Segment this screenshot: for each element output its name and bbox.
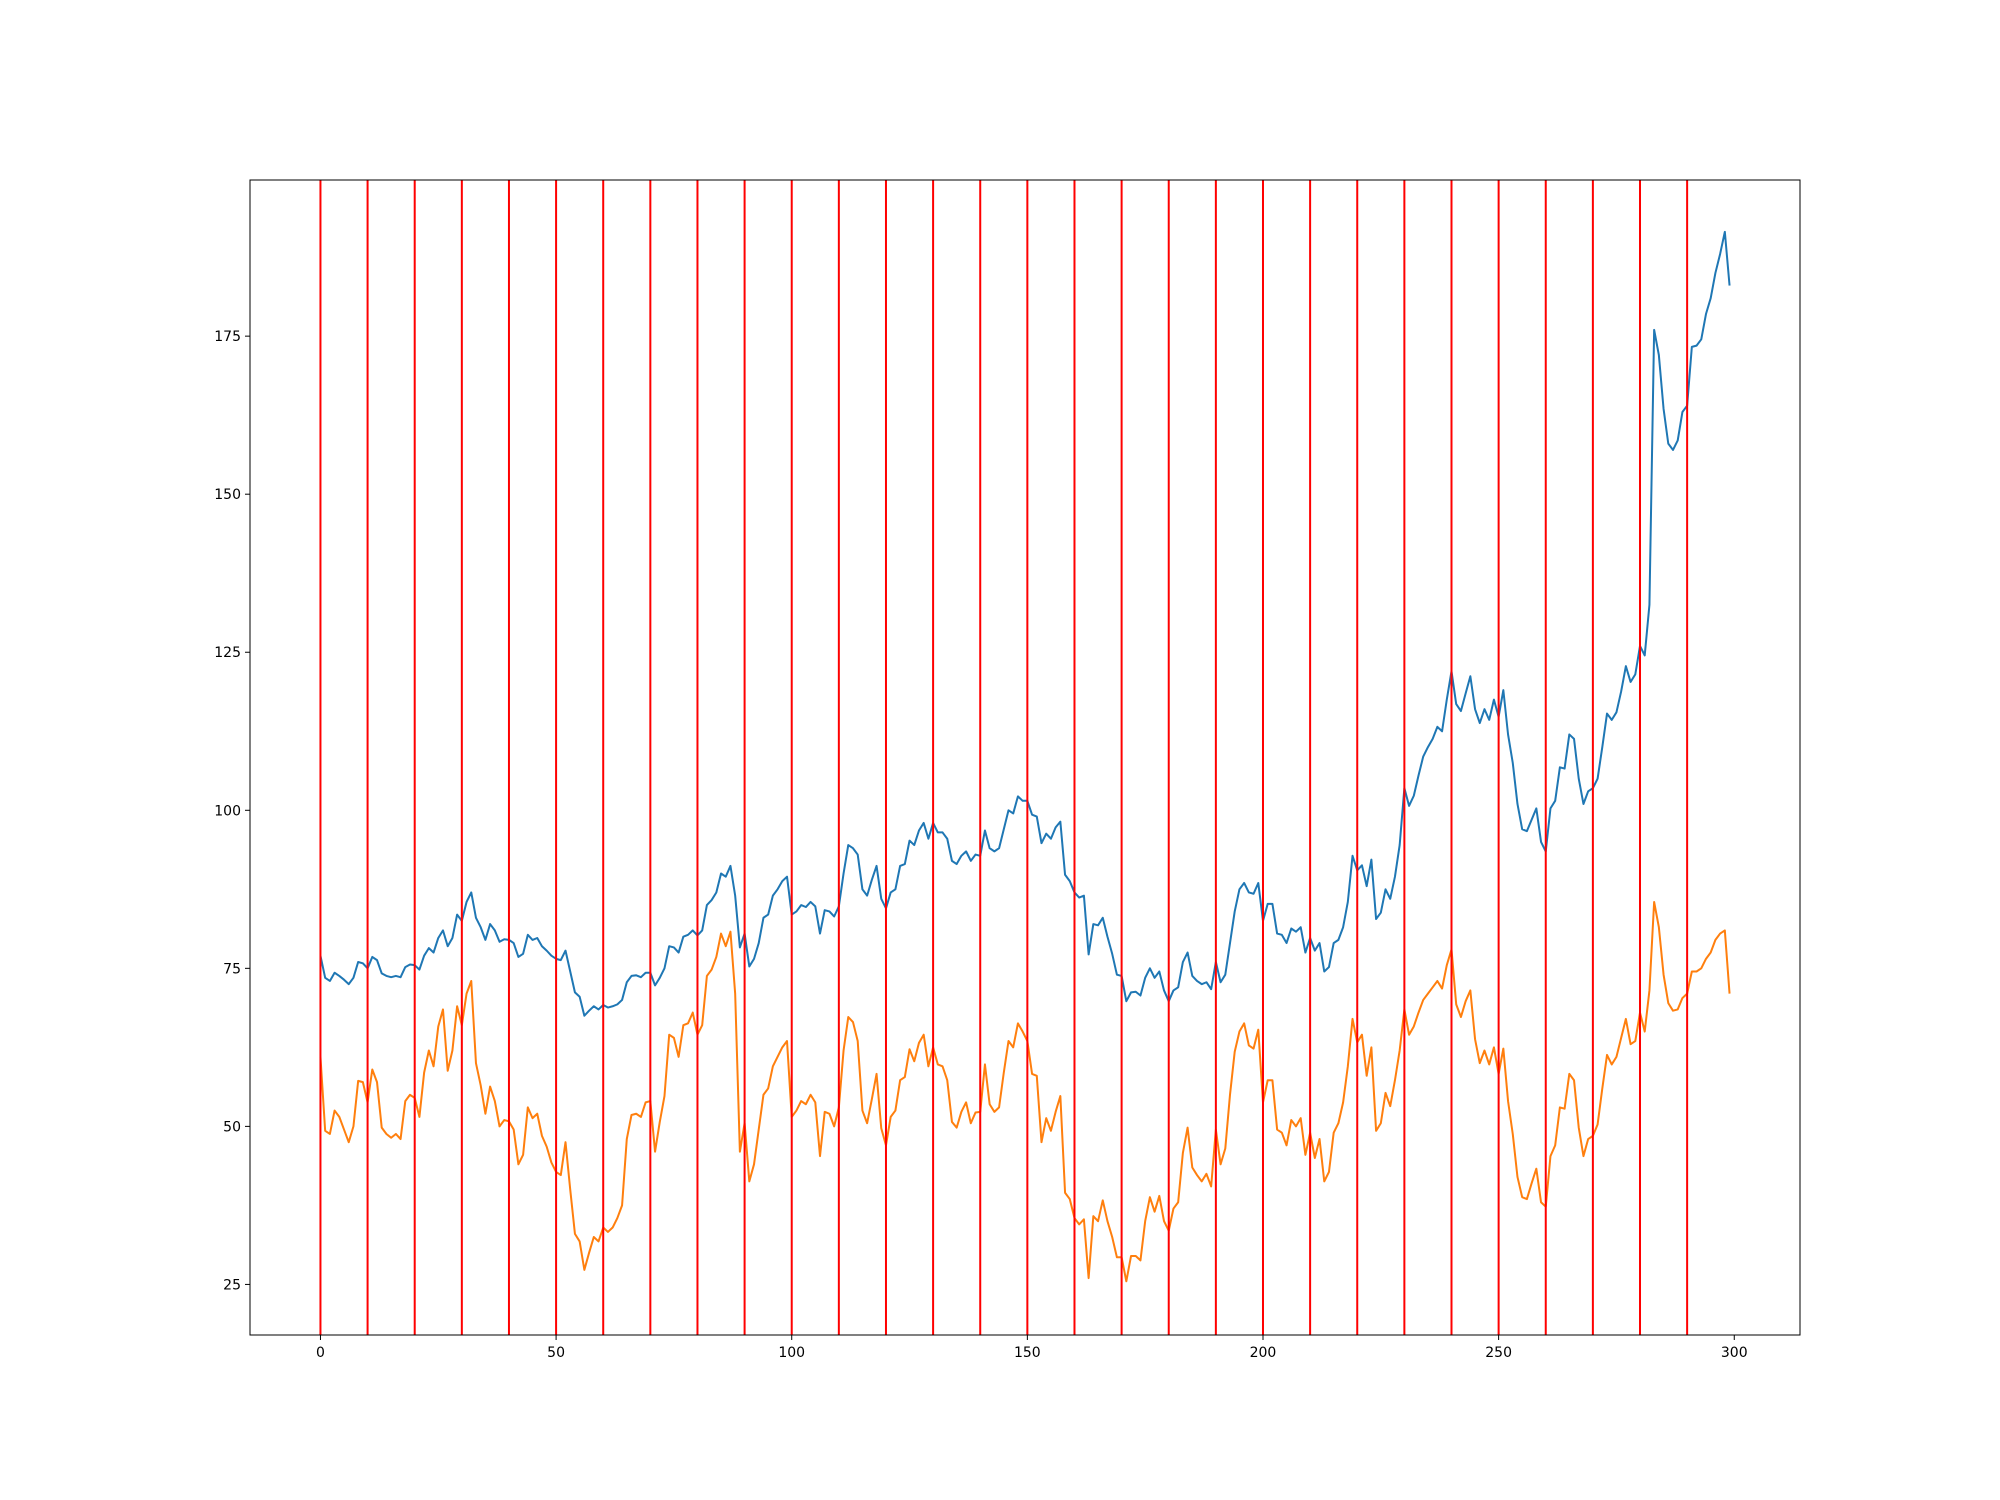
x-tick-label: 300 [1721, 1345, 1748, 1361]
x-tick-label: 200 [1250, 1345, 1277, 1361]
y-tick-label: 100 [214, 803, 241, 819]
y-tick-label: 125 [214, 645, 241, 661]
plot-area [319, 180, 1731, 1335]
x-tick-label: 50 [547, 1345, 565, 1361]
x-tick-label: 150 [1014, 1345, 1041, 1361]
x-tick-label: 100 [778, 1345, 805, 1361]
y-tick-label: 150 [214, 487, 241, 503]
y-tick-label: 175 [214, 329, 241, 345]
x-tick-label: 250 [1485, 1345, 1512, 1361]
axes-frame [249, 179, 1801, 1336]
y-tick-label: 50 [223, 1119, 241, 1135]
y-tick-label: 75 [223, 961, 241, 977]
y-tick-label: 25 [223, 1277, 241, 1293]
x-tick-label: 0 [316, 1345, 325, 1361]
